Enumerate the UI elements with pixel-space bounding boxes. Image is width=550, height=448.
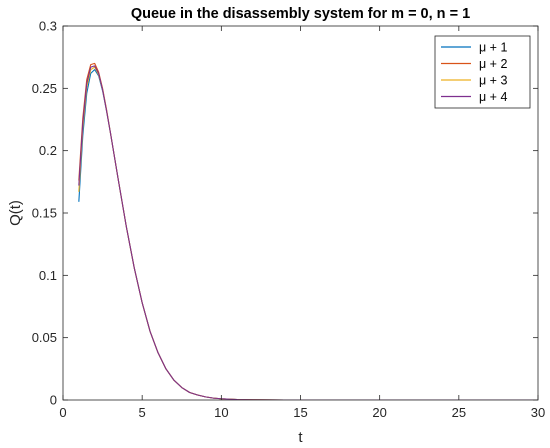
legend: μ + 1 μ + 2 μ + 3 μ + 4 <box>434 35 531 109</box>
y-tick-label: 0.05 <box>32 330 57 345</box>
x-tick-label: 15 <box>293 405 307 420</box>
legend-label: μ + 2 <box>479 57 507 71</box>
y-tick-label: 0.2 <box>39 143 57 158</box>
legend-label: μ + 4 <box>479 90 507 104</box>
x-tick-label: 5 <box>139 405 146 420</box>
legend-label: μ + 3 <box>479 74 507 88</box>
x-axis-label: t <box>298 429 303 446</box>
x-tick-label: 10 <box>214 405 228 420</box>
x-tick-label: 0 <box>59 405 66 420</box>
chart-title: Queue in the disassembly system for m = … <box>131 6 470 22</box>
y-tick-label: 0 <box>50 393 57 408</box>
y-tick-label: 0.3 <box>39 19 57 34</box>
x-tick-label: 30 <box>531 405 545 420</box>
x-tick-label: 25 <box>452 405 466 420</box>
y-axis-label: Q(t) <box>7 200 24 226</box>
x-tick-label: 20 <box>372 405 386 420</box>
y-tick-label: 0.25 <box>32 81 57 96</box>
axes-layer: 0 5 10 15 20 25 30 0 0.05 0.1 0.15 0.2 0.25 0.3 <box>32 19 546 421</box>
y-tick-label: 0.1 <box>39 268 57 283</box>
legend-label: μ + 1 <box>479 41 507 55</box>
y-tick-label: 0.15 <box>32 206 57 221</box>
